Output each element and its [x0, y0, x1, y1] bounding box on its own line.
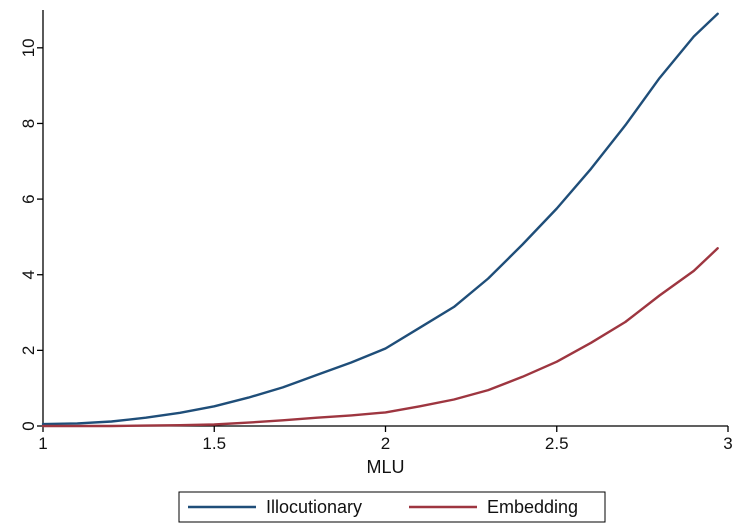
- y-axis-ticks: 0 2 4 6 8 10: [19, 38, 43, 431]
- x-tick-label: 1.5: [202, 434, 226, 453]
- y-tick-label: 4: [19, 270, 38, 279]
- legend-label-illocutionary: Illocutionary: [266, 497, 362, 517]
- y-tick-label: 10: [19, 38, 38, 57]
- x-axis-ticks: 1 1.5 2 2.5 3: [38, 426, 733, 453]
- axes: [42, 10, 728, 427]
- x-tick-label: 2: [381, 434, 390, 453]
- legend-label-embedding: Embedding: [487, 497, 578, 517]
- x-axis-title: MLU: [366, 457, 404, 477]
- series-layer: [41, 12, 719, 428]
- x-tick-label: 1: [38, 434, 47, 453]
- y-tick-label: 0: [19, 421, 38, 430]
- legend: Illocutionary Embedding: [178, 491, 606, 523]
- y-tick-label: 8: [19, 119, 38, 128]
- x-tick-label: 3: [723, 434, 732, 453]
- y-tick-label: 2: [19, 346, 38, 355]
- series-line-embedding: [41, 247, 719, 428]
- x-tick-label: 2.5: [545, 434, 569, 453]
- series-line-illocutionary: [41, 12, 719, 426]
- y-tick-label: 6: [19, 194, 38, 203]
